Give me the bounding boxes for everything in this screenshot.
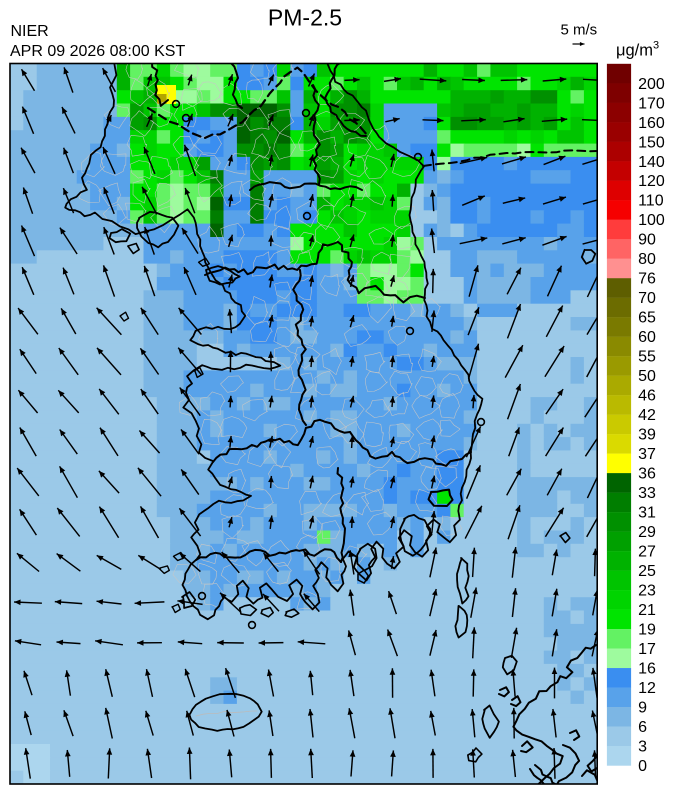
svg-text:17: 17 (638, 641, 656, 658)
svg-text:APR 09 2026 08:00 KST: APR 09 2026 08:00 KST (10, 43, 185, 60)
svg-text:NIER: NIER (11, 23, 49, 40)
svg-text:6: 6 (638, 719, 647, 736)
svg-text:46: 46 (638, 388, 656, 405)
svg-text:100: 100 (638, 212, 665, 229)
svg-text:90: 90 (638, 232, 656, 249)
svg-text:37: 37 (638, 446, 656, 463)
svg-text:27: 27 (638, 544, 656, 561)
svg-text:23: 23 (638, 583, 656, 600)
svg-text:65: 65 (638, 310, 656, 327)
svg-text:μg/m3: μg/m3 (616, 40, 659, 60)
svg-text:39: 39 (638, 427, 656, 444)
svg-text:0: 0 (638, 758, 647, 775)
svg-text:76: 76 (638, 271, 656, 288)
svg-text:140: 140 (638, 154, 665, 171)
svg-text:50: 50 (638, 368, 656, 385)
svg-text:33: 33 (638, 485, 656, 502)
svg-text:80: 80 (638, 251, 656, 268)
svg-text:36: 36 (638, 466, 656, 483)
svg-text:21: 21 (638, 602, 656, 619)
svg-text:110: 110 (638, 193, 664, 210)
svg-text:29: 29 (638, 524, 656, 541)
svg-text:25: 25 (638, 563, 656, 580)
svg-text:31: 31 (638, 505, 656, 522)
svg-text:3: 3 (638, 739, 647, 756)
svg-text:70: 70 (638, 290, 656, 307)
svg-text:160: 160 (638, 115, 665, 132)
svg-text:5 m/s: 5 m/s (561, 22, 598, 39)
svg-text:9: 9 (638, 700, 647, 717)
svg-text:150: 150 (638, 134, 665, 151)
svg-text:16: 16 (638, 661, 656, 678)
svg-text:42: 42 (638, 407, 656, 424)
svg-text:120: 120 (638, 173, 665, 190)
svg-text:55: 55 (638, 349, 656, 366)
svg-text:12: 12 (638, 680, 656, 697)
svg-text:200: 200 (638, 76, 665, 93)
svg-text:PM-2.5: PM-2.5 (268, 5, 342, 31)
svg-text:170: 170 (638, 95, 665, 112)
svg-text:60: 60 (638, 329, 656, 346)
svg-text:19: 19 (638, 622, 656, 639)
